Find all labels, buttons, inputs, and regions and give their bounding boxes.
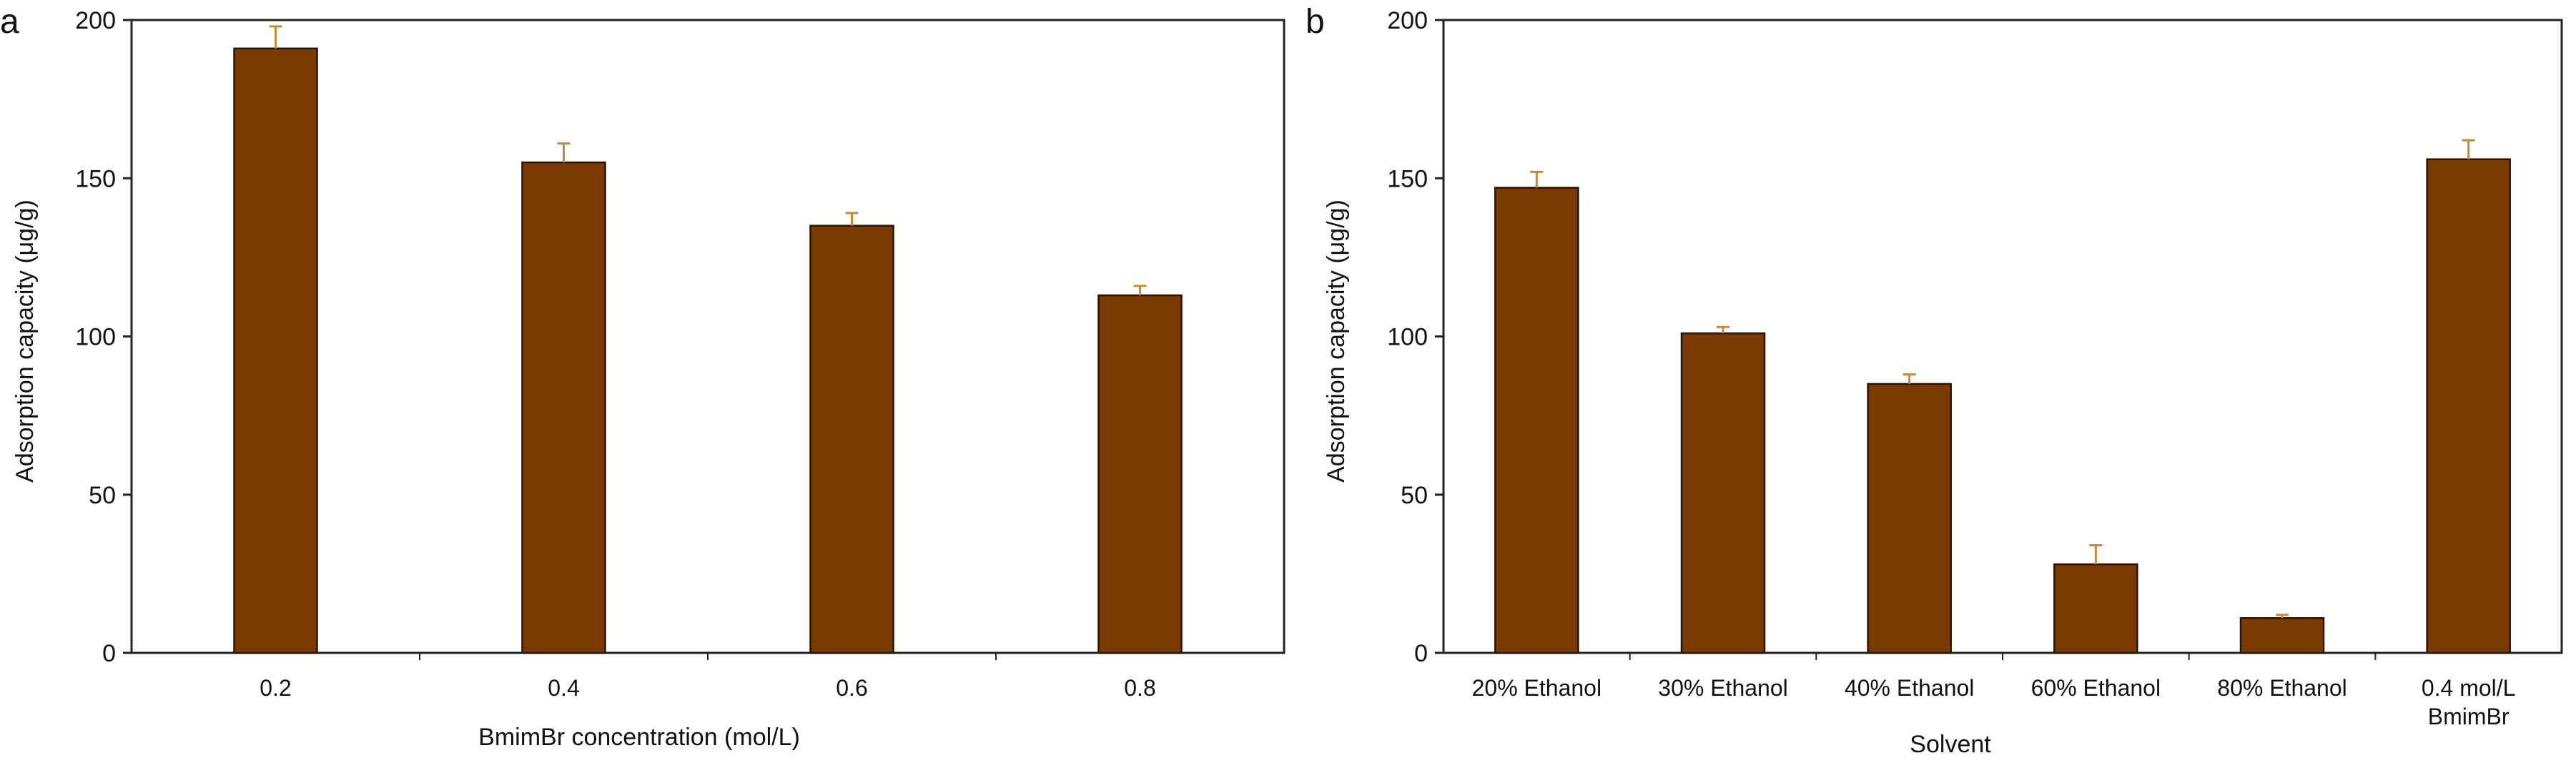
chart-a: a Adsorption capacity (μg/g) BmimBr conc… [0,3,1285,751]
x-tick-label-b: 30% Ethanol [1658,675,1787,701]
y-tick-label-b: 200 [1387,7,1428,34]
x-tick-label-a: 0.2 [260,675,291,701]
bar-b [1867,383,1952,654]
x-tick-label-a: 0.4 [548,675,579,701]
x-tick-label-a: 0.8 [1124,675,1155,701]
y-tick-label-a: 150 [75,165,116,192]
x-tick-label-b: 0.4 mol/L [2422,675,2516,701]
y-tick-label-a: 0 [102,640,116,667]
bar-b [1494,187,1579,654]
x-tick-label-b: 80% Ethanol [2217,675,2346,701]
chart-b: b Adsorption capacity (μg/g) Solvent 0 50… [1306,3,2563,758]
y-axis-title-b: Adsorption capacity (μg/g) [1323,200,1350,483]
panel-label-a: a [0,3,19,41]
bar-b [2239,617,2325,654]
y-tick-label-b: 100 [1387,324,1428,351]
x-tick-label-b: BmimBr [2428,704,2510,729]
x-axis-title-b: Solvent [1910,731,1991,758]
y-tick-label-b: 150 [1387,165,1428,192]
x-axis-title-a: BmimBr concentration (mol/L) [478,724,800,751]
y-axis-title-a: Adsorption capacity (μg/g) [11,200,39,483]
bar-a [521,161,606,654]
panel-label-b: b [1306,3,1325,41]
bar-b [2426,158,2511,654]
y-tick-label-a: 50 [89,482,116,509]
x-tick-label-b: 20% Ethanol [1472,675,1602,701]
bar-a [809,225,894,654]
y-tick-label-a: 200 [75,7,116,34]
x-tick-label-b: 40% Ethanol [1845,675,1974,701]
x-tick-label-a: 0.6 [836,675,867,701]
bar-a [233,47,318,654]
y-tick-label-a: 100 [75,324,116,351]
bar-a [1097,294,1183,654]
y-tick-label-b: 50 [1401,482,1428,509]
bar-b [2053,563,2138,654]
x-tick-label-b: 60% Ethanol [2031,675,2161,701]
y-tick-label-b: 0 [1414,640,1428,667]
bar-b [1680,332,1766,654]
